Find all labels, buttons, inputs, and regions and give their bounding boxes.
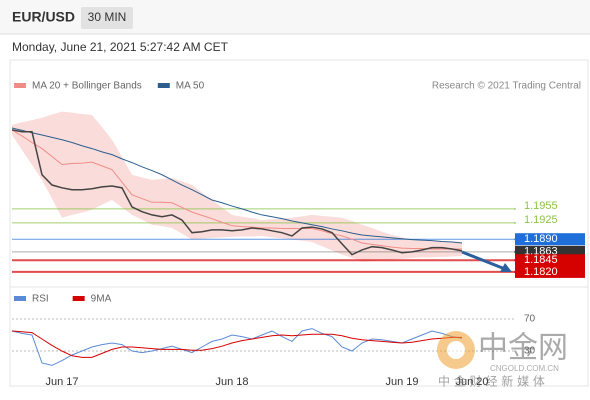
rsi-line	[11, 328, 463, 366]
watermark-site: CNGOLD.COM.CN	[490, 364, 559, 373]
legend-swatch	[157, 83, 170, 88]
level-box	[515, 254, 585, 267]
legend-swatch	[14, 296, 26, 301]
timeframe[interactable]: 30 MIN	[88, 10, 127, 24]
x-tick-label: Jun 20	[455, 376, 488, 388]
legend-label: RSI	[32, 294, 49, 305]
ma-line	[11, 129, 462, 250]
legend-label: MA 50	[176, 81, 205, 92]
legend-swatch	[14, 83, 26, 88]
rsi-tick-label: 70	[524, 314, 536, 325]
level-label: 1.1845	[524, 254, 558, 266]
level-label: 1.1925	[524, 214, 558, 226]
x-tick-label: Jun 17	[45, 376, 78, 388]
bollinger-band	[12, 111, 462, 262]
level-box	[515, 233, 585, 246]
level-label: 1.1955	[524, 200, 558, 212]
level-label: 1.1820	[524, 266, 558, 278]
chart-frame	[9, 59, 589, 387]
legend-label: MA 20 + Bollinger Bands	[32, 81, 142, 92]
timestamp: Monday, June 21, 2021 5:27:42 AM CET	[12, 40, 229, 54]
credit: Research © 2021 Trading Central	[432, 81, 581, 92]
rsi-line	[11, 330, 462, 358]
forecast-arrowhead	[500, 263, 512, 272]
watermark-brand: 中金网	[478, 331, 568, 366]
timeframe-badge[interactable]	[81, 7, 133, 29]
x-tick-label: Jun 18	[215, 376, 248, 388]
level-label: 1.1890	[524, 233, 558, 245]
watermark-logo-inner	[447, 341, 465, 359]
level-box	[515, 265, 585, 278]
ma-line	[11, 127, 463, 244]
x-tick-label: Jun 19	[385, 376, 418, 388]
legend-swatch	[72, 296, 85, 301]
watermark: 中金网 CNGOLD.COM.CN 中 金 财 经 新 媒 体	[437, 331, 568, 389]
symbol: EUR/USD	[12, 9, 75, 25]
forecast-arrow	[461, 250, 506, 271]
watermark-slogan: 中 金 财 经 新 媒 体	[438, 374, 545, 389]
rsi-tick-label: 30	[524, 346, 536, 357]
legend-label: 9MA	[91, 294, 112, 305]
price-line	[11, 129, 463, 256]
